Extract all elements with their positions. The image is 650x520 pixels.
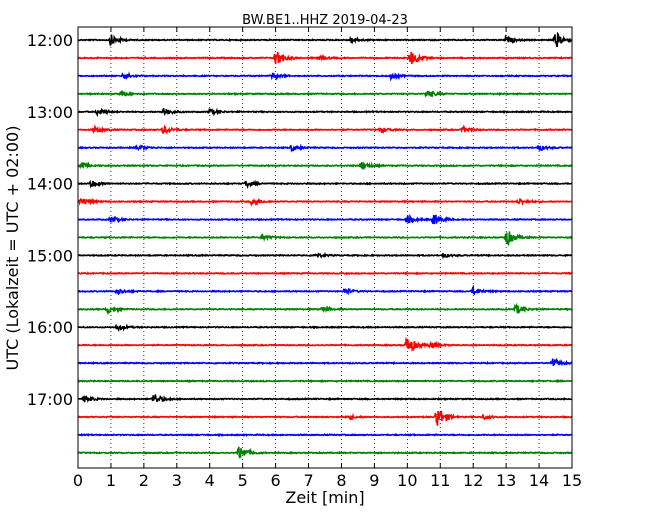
- trace-line-23: [77, 446, 573, 459]
- trace-line-15: [77, 302, 573, 316]
- trace-line-19: [77, 378, 573, 384]
- x-tick-label-9: 9: [369, 471, 379, 490]
- x-tick-label-5: 5: [238, 471, 248, 490]
- x-tick-label-14: 14: [529, 471, 549, 490]
- x-tick-label-3: 3: [172, 471, 182, 490]
- trace-line-21: [77, 410, 573, 426]
- trace-line-1: [77, 51, 573, 65]
- y-tick-label-2: 14:00: [27, 175, 73, 194]
- y-tick-label-0: 12:00: [27, 31, 73, 50]
- y-tick-label-1: 13:00: [27, 103, 73, 122]
- y-tick-label-3: 15:00: [27, 246, 73, 265]
- y-tick-label-4: 16:00: [27, 318, 73, 337]
- trace-line-22: [77, 432, 573, 438]
- trace-line-5: [77, 124, 573, 136]
- trace-line-0: [77, 31, 573, 48]
- x-tick-label-8: 8: [336, 471, 346, 490]
- x-tick-label-13: 13: [496, 471, 516, 490]
- trace-line-12: [77, 252, 573, 260]
- trace-line-8: [77, 179, 573, 190]
- trace-line-7: [77, 161, 573, 170]
- chart-title: BW.BE1..HHZ 2019-04-23: [242, 13, 408, 28]
- trace-line-14: [77, 284, 573, 296]
- x-axis-ticks: 0 1 2 3 4 5 6 7 8 9 10 11 12 13 14 15: [73, 27, 582, 490]
- trace-line-16: [77, 323, 573, 332]
- trace-line-6: [77, 143, 573, 153]
- x-tick-label-1: 1: [106, 471, 116, 490]
- trace-line-3: [77, 90, 573, 98]
- x-tick-label-12: 12: [463, 471, 483, 490]
- trace-line-11: [77, 231, 573, 247]
- x-tick-label-4: 4: [205, 471, 215, 490]
- x-tick-label-7: 7: [303, 471, 313, 490]
- x-tick-label-15: 15: [562, 471, 582, 490]
- trace-line-2: [77, 71, 573, 82]
- trace-line-18: [78, 357, 573, 367]
- trace-line-10: [77, 213, 573, 225]
- plot-frame: [77, 26, 573, 469]
- x-tick-label-11: 11: [430, 471, 450, 490]
- trace-group: [77, 31, 573, 459]
- trace-line-13: [77, 271, 573, 276]
- trace-line-17: [77, 336, 573, 352]
- trace-line-20: [77, 394, 573, 404]
- x-tick-label-6: 6: [271, 471, 281, 490]
- y-axis-label: UTC (Lokalzeit = UTC + 02:00): [3, 126, 22, 371]
- grid-lines: [110, 27, 540, 468]
- trace-line-4: [77, 107, 573, 118]
- x-axis-label: Zeit [min]: [285, 488, 364, 507]
- x-tick-label-2: 2: [139, 471, 149, 490]
- x-tick-label-0: 0: [73, 471, 83, 490]
- y-tick-label-5: 17:00: [27, 390, 73, 409]
- x-tick-label-10: 10: [397, 471, 417, 490]
- y-axis-ticks: 12:00 13:00 14:00 15:00 16:00 17:00: [27, 31, 572, 409]
- trace-line-9: [77, 197, 573, 207]
